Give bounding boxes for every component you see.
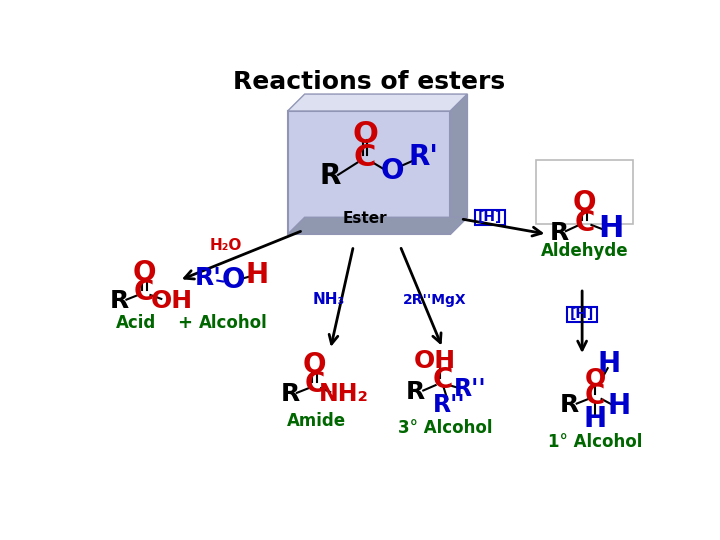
Text: H: H (598, 214, 624, 244)
Text: H: H (598, 349, 621, 377)
Text: Reactions of esters: Reactions of esters (233, 70, 505, 94)
Text: Amide: Amide (287, 413, 346, 430)
Polygon shape (451, 94, 467, 234)
Text: 2R''MgX: 2R''MgX (403, 293, 467, 307)
Text: O: O (303, 351, 326, 379)
Text: [H]: [H] (477, 210, 502, 224)
Text: R: R (110, 289, 129, 313)
Text: 1° Alcohol: 1° Alcohol (548, 433, 642, 451)
Text: NH₂: NH₂ (319, 382, 369, 406)
Text: O: O (132, 259, 156, 287)
Text: H: H (608, 392, 631, 420)
Text: R'': R'' (433, 393, 465, 417)
Text: Ester: Ester (343, 211, 387, 226)
Text: Alcohol: Alcohol (199, 314, 268, 332)
Text: Acid: Acid (117, 314, 157, 332)
Text: H₂O: H₂O (210, 238, 242, 253)
Text: OH: OH (150, 289, 192, 313)
Text: 3° Alcohol: 3° Alcohol (397, 419, 492, 437)
FancyBboxPatch shape (567, 307, 597, 322)
Polygon shape (287, 217, 467, 234)
Text: C: C (354, 143, 377, 172)
Text: R: R (320, 163, 341, 191)
Text: H: H (584, 405, 607, 433)
Text: R: R (559, 393, 579, 417)
FancyBboxPatch shape (536, 159, 632, 224)
Text: C: C (575, 208, 595, 237)
Text: R': R' (408, 143, 438, 171)
Text: O: O (380, 157, 404, 185)
Text: +: + (177, 314, 192, 332)
Text: R': R' (194, 266, 221, 290)
Text: O: O (352, 119, 378, 148)
Text: C: C (305, 370, 325, 399)
Text: C: C (134, 278, 154, 306)
Polygon shape (287, 94, 467, 111)
Text: R'': R'' (454, 377, 486, 401)
Text: C: C (433, 367, 453, 395)
Text: O: O (222, 266, 245, 294)
Text: R: R (549, 221, 569, 245)
FancyBboxPatch shape (475, 210, 505, 225)
Text: R: R (406, 380, 425, 404)
Text: H: H (245, 261, 268, 289)
Text: [H]: [H] (570, 307, 594, 321)
Text: R: R (280, 382, 300, 407)
FancyBboxPatch shape (287, 111, 451, 234)
Text: O: O (572, 190, 596, 218)
Text: C: C (585, 382, 606, 410)
Text: NH₃: NH₃ (312, 292, 345, 307)
Text: Aldehyde: Aldehyde (541, 242, 629, 260)
Text: O: O (585, 367, 606, 391)
Text: OH: OH (414, 349, 456, 373)
